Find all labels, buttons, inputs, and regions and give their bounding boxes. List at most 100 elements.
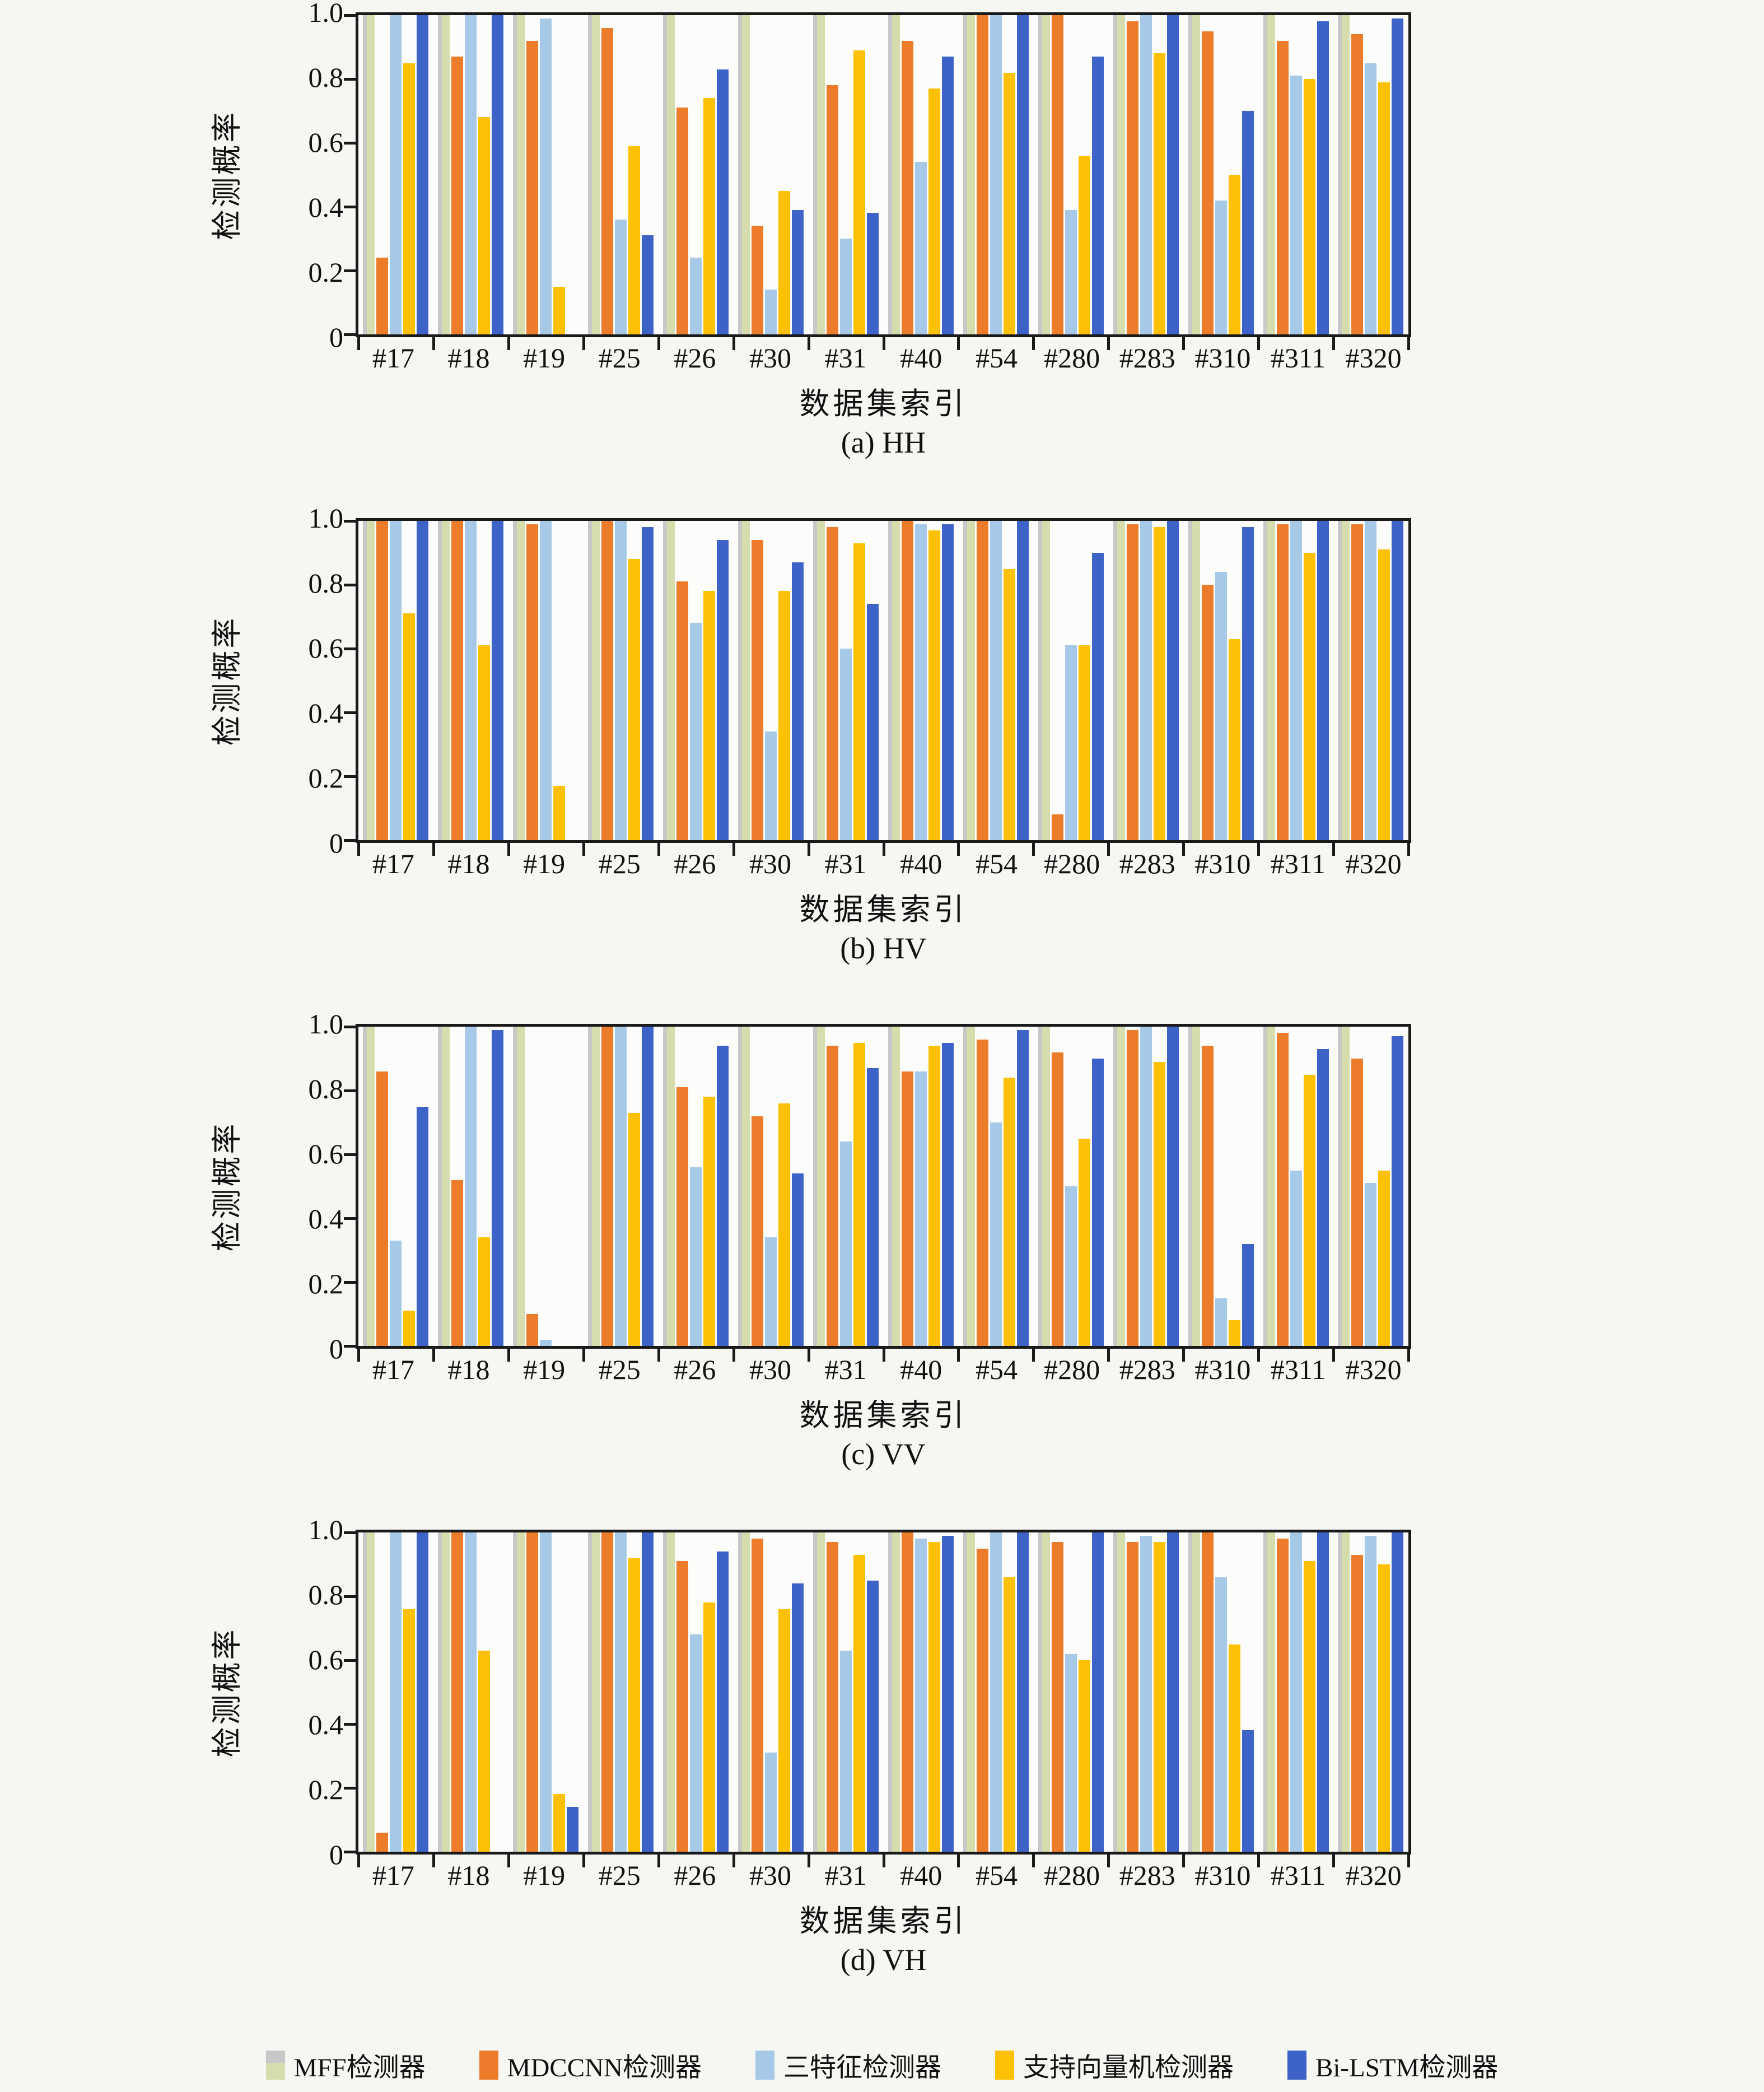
bar-svm [478, 117, 491, 334]
bar-mdccnn [451, 521, 464, 840]
bar-svm [778, 1609, 791, 1852]
bar-mdccnn [376, 521, 389, 840]
x-tick-mark [582, 1852, 585, 1867]
y-tick-label: 0.2 [308, 1774, 344, 1805]
x-category-label: #280 [1044, 1860, 1100, 1891]
bar-mff [888, 1532, 900, 1852]
bar-mff [1113, 1532, 1125, 1852]
x-tick-mark [807, 334, 810, 350]
x-tick-mark [1182, 334, 1186, 350]
bar-mff [1338, 1027, 1350, 1346]
y-tick-mark [344, 206, 358, 208]
x-category-label: #280 [1044, 848, 1100, 879]
bar-group-54 [958, 521, 1033, 840]
x-tick-mark [1032, 840, 1035, 856]
bar-mdccnn [901, 1532, 913, 1852]
bar-mff [1113, 521, 1125, 840]
plot-area-hv [344, 518, 1411, 856]
bar-group-19 [508, 1027, 584, 1346]
bar-svm [1228, 175, 1240, 334]
bar-threefeat [990, 1532, 1002, 1852]
bar-svm [1378, 549, 1390, 840]
bar-mff [1188, 1532, 1200, 1852]
bar-svm [853, 1554, 865, 1852]
bar-mdccnn [1126, 21, 1138, 334]
bar-group-17 [358, 521, 433, 840]
bar-group-283 [1108, 1532, 1183, 1852]
bar-mff [1113, 1027, 1125, 1346]
x-tick-mark [1182, 840, 1186, 856]
bar-svm [553, 286, 566, 334]
bar-svm [1378, 1564, 1390, 1852]
x-category-label: #19 [523, 848, 566, 879]
bar-threefeat [914, 524, 927, 840]
bar-svm [853, 543, 865, 840]
bar-bilstm [1016, 15, 1029, 334]
bar-group-320 [1333, 15, 1408, 334]
x-category-label: #54 [975, 342, 1018, 374]
bar-group-30 [734, 15, 809, 334]
bar-group-30 [734, 1027, 809, 1346]
bar-group-280 [1033, 1027, 1108, 1346]
bar-threefeat [765, 1753, 777, 1852]
bar-mdccnn [1351, 1059, 1364, 1346]
y-axis-title: 检测概率 [182, 1024, 266, 1349]
bar-bilstm [1016, 521, 1029, 840]
bar-mdccnn [526, 40, 539, 334]
bar-group-31 [809, 521, 884, 840]
bar-mdccnn [1351, 1554, 1364, 1852]
bar-svm [1153, 527, 1165, 840]
x-tick-mark [957, 1346, 960, 1362]
bar-svm [553, 1794, 566, 1852]
bar-threefeat [690, 1167, 702, 1346]
bar-group-26 [659, 15, 734, 334]
bar-bilstm [1091, 553, 1104, 840]
bar-group-17 [358, 1027, 433, 1346]
x-category-label: #311 [1270, 1354, 1326, 1385]
bar-mdccnn [1126, 524, 1138, 840]
bar-bilstm [1091, 1059, 1104, 1346]
bar-group-54 [958, 1532, 1033, 1852]
bar-threefeat [1365, 1183, 1377, 1346]
y-tick-mark [344, 1531, 358, 1534]
bar-group-40 [883, 521, 958, 840]
x-tick-mark [357, 1346, 360, 1362]
bar-mff [1263, 1027, 1275, 1346]
y-tick-label: 1.0 [308, 1008, 344, 1040]
x-tick-mark [432, 1852, 435, 1867]
bar-svm [1078, 1660, 1090, 1852]
x-category-label: #320 [1345, 342, 1402, 374]
bar-group-311 [1258, 521, 1333, 840]
x-tick-mark [1032, 334, 1035, 350]
y-tick-label: 0.4 [308, 192, 344, 223]
y-tick-label: 0.4 [308, 697, 344, 729]
x-category-label: #283 [1119, 1354, 1175, 1385]
bar-svm [1228, 1320, 1240, 1346]
x-category-label: #283 [1119, 1860, 1175, 1891]
bar-group-310 [1183, 521, 1258, 840]
bar-group-280 [1033, 1532, 1108, 1852]
bar-threefeat [765, 290, 777, 334]
bar-group-310 [1183, 1532, 1258, 1852]
bar-mdccnn [676, 1561, 689, 1852]
x-category-label: #310 [1194, 342, 1251, 374]
bar-group-19 [508, 1532, 584, 1852]
bar-bilstm [866, 604, 879, 840]
bar-group-31 [809, 1532, 884, 1852]
bar-threefeat [1290, 521, 1302, 840]
bar-mff [1038, 1532, 1050, 1852]
x-category-label: #17 [372, 1860, 414, 1891]
legend: MFF检测器 MDCCNN检测器 三特征检测器 支持向量机检测器 Bi-LSTM检测器 [0, 2046, 1764, 2084]
bar-threefeat [914, 1071, 927, 1346]
bar-group-18 [433, 1532, 508, 1852]
bar-group-17 [358, 15, 433, 334]
bar-threefeat [839, 1141, 852, 1346]
bar-threefeat [1065, 1653, 1077, 1852]
bar-svm [1228, 639, 1240, 840]
legend-label-svm: 支持向量机检测器 [1023, 2053, 1234, 2082]
bar-bilstm [492, 521, 504, 840]
bar-svm [1153, 1061, 1165, 1346]
bar-mdccnn [451, 57, 464, 334]
x-category-label: #40 [900, 1354, 942, 1385]
